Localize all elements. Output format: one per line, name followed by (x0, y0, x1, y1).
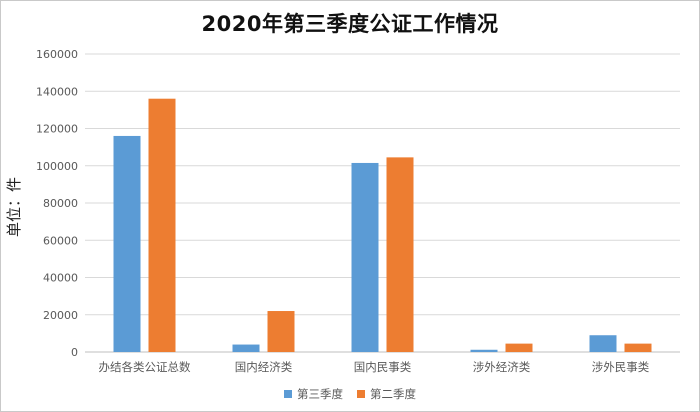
bar-q3-2 (351, 162, 379, 352)
legend-item: 第三季度 (284, 386, 343, 402)
x-category-label: 国内经济类 (235, 360, 293, 374)
y-tick-label: 160000 (36, 48, 78, 61)
x-category-label: 国内民事类 (354, 360, 412, 374)
legend-swatch (284, 390, 292, 398)
legend: 第三季度 第二季度 (0, 386, 700, 402)
bar-q3-3 (470, 349, 498, 352)
bar-q3-4 (589, 335, 617, 352)
y-tick-label: 100000 (36, 160, 78, 173)
y-tick-label: 120000 (36, 123, 78, 136)
chart-title: 2020年第三季度公证工作情况 (201, 12, 499, 36)
bar-q2-3 (505, 343, 533, 352)
y-tick-label: 40000 (43, 272, 78, 285)
x-category-label: 涉外经济类 (473, 360, 531, 374)
x-category-label: 涉外民事类 (592, 360, 650, 374)
legend-label: 第三季度 (297, 387, 343, 401)
y-tick-label: 80000 (43, 197, 78, 210)
bar-q2-2 (386, 157, 414, 352)
bar-q3-1 (232, 344, 260, 352)
legend-swatch (357, 390, 365, 398)
bar-q2-0 (148, 98, 176, 352)
x-category-label: 办结各类公证总数 (99, 360, 191, 374)
bar-q2-1 (267, 311, 295, 352)
y-tick-label: 60000 (43, 234, 78, 247)
bar-q2-4 (624, 343, 652, 352)
legend-label: 第二季度 (370, 387, 416, 401)
legend-item: 第二季度 (357, 386, 416, 402)
bar-q3-0 (113, 135, 141, 352)
y-tick-label: 20000 (43, 309, 78, 322)
y-tick-label: 140000 (36, 85, 78, 98)
y-tick-label: 0 (71, 346, 78, 359)
